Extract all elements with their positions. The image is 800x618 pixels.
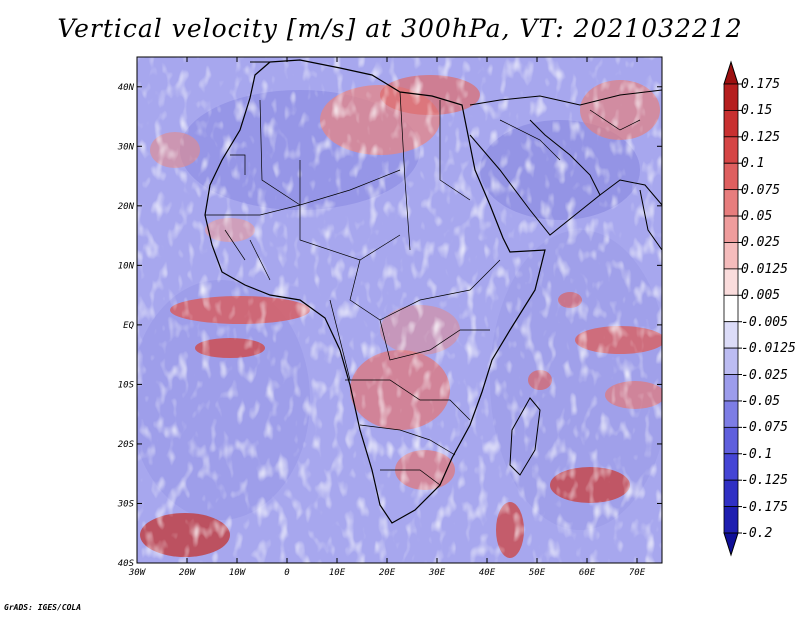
colorbar-label: 0.025 — [741, 235, 781, 251]
colorbar-label: -0.125 — [741, 473, 788, 489]
y-tick-label: 40S — [118, 559, 135, 569]
colorbar-label: -0.05 — [741, 393, 781, 409]
colorbar-bottom-arrow — [723, 532, 739, 557]
x-tick-label: 0 — [284, 568, 289, 578]
colorbar-segment — [723, 189, 739, 217]
x-tick-label: 30E — [428, 568, 446, 578]
colorbar-label: 0.125 — [741, 129, 781, 145]
x-axis: 30W 20W 10W 0 10E 20E 30E 40E 50E 60E 70E — [128, 57, 646, 578]
colorbar-label: -0.1 — [741, 446, 773, 462]
coastline-africa — [204, 59, 546, 524]
colorbar-segment — [723, 426, 739, 455]
x-tick-label: 20E — [379, 568, 396, 578]
plot-frame — [136, 56, 663, 564]
y-tick-label: 10S — [118, 380, 135, 390]
colorbar-label: 0.15 — [741, 103, 773, 119]
colorbar-label: -0.0125 — [741, 341, 796, 357]
y-tick-label: 20S — [118, 440, 135, 450]
x-tick-label: 10E — [329, 568, 346, 578]
y-tick-label: 10N — [118, 261, 135, 271]
colorbar-top-arrow — [723, 60, 739, 85]
colorbar-segment — [723, 242, 739, 270]
y-tick-label: 30S — [117, 499, 135, 509]
colorbar-label: -0.075 — [741, 420, 788, 436]
colorbar-segment — [723, 110, 739, 138]
colorbar-label: -0.175 — [741, 499, 788, 515]
chart-title: Vertical velocity [m/s] at 300hPa, VT: 2… — [57, 14, 743, 43]
y-tick-label: 20N — [118, 202, 135, 212]
y-tick-label: 40N — [118, 83, 135, 93]
x-tick-label: 50E — [529, 568, 546, 578]
colorbar-segment — [723, 268, 739, 296]
colorbar-label: 0.005 — [741, 288, 781, 304]
colorbar-segment — [723, 215, 739, 243]
coastline-arabia-asia — [250, 61, 663, 251]
colorbar-label: -0.2 — [741, 526, 773, 541]
colorbar-segment — [723, 479, 739, 507]
colorbar-label: 0.075 — [741, 182, 781, 198]
x-tick-label: 10W — [229, 568, 247, 578]
x-tick-label: 40E — [479, 568, 496, 578]
colorbar-segment — [723, 162, 739, 191]
grads-credit: GrADS: IGES/COLA — [4, 603, 82, 612]
country-borders — [205, 91, 641, 486]
colorbar-segment — [723, 400, 739, 428]
y-tick-label: EQ — [123, 321, 134, 331]
colorbar-segment — [723, 374, 739, 402]
colorbar-label: 0.1 — [741, 156, 765, 172]
colorbar-label: 0.0125 — [741, 261, 788, 277]
y-tick-label: 30N — [117, 142, 135, 152]
colorbar-label: -0.025 — [741, 367, 788, 383]
colorbar — [723, 60, 742, 557]
colorbar-label: -0.005 — [741, 314, 788, 330]
colorbar-segment — [723, 347, 739, 375]
x-tick-label: 70E — [629, 568, 646, 578]
x-tick-label: 30W — [128, 568, 147, 578]
colorbar-segment — [723, 83, 739, 111]
colorbar-segment — [723, 453, 739, 481]
colorbar-segment — [723, 294, 739, 323]
colorbar-segment — [723, 506, 739, 534]
colorbar-segment — [723, 321, 739, 349]
x-tick-label: 20W — [179, 568, 197, 578]
colorbar-segment — [723, 136, 739, 164]
y-axis: 40N 30N 20N 10N EQ 10S 20S 30S 40S — [117, 83, 662, 569]
colorbar-label: 0.175 — [741, 77, 781, 92]
x-tick-label: 60E — [579, 568, 596, 578]
colorbar-label: 0.05 — [741, 209, 773, 225]
coastline-madagascar — [509, 397, 541, 476]
